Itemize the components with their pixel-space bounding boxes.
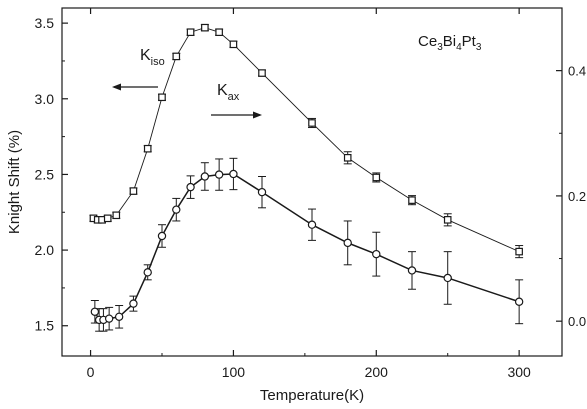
kiso-data-point [229,40,238,49]
y-tick-label: 1.5 [35,318,55,334]
kax-data-point [372,249,381,259]
kiso-data-point [112,211,121,220]
kax-data-point [514,297,524,306]
kax-data-point [200,172,210,181]
kax-data-point [407,266,417,275]
kiso-label: Kiso [140,47,165,68]
y-tick-label: 3.0 [35,91,55,107]
kax-data-point [143,268,152,277]
kiso-data-point [372,173,381,182]
y-tick-label: 3.5 [35,15,55,31]
kax-data-point [307,220,317,229]
x-tick-label: 200 [365,364,389,380]
kiso-data-point [201,23,209,32]
kax-data-point [129,299,138,308]
kax-data-point [229,169,238,179]
kiso-data-point [443,216,452,224]
kax-data-point [114,312,124,321]
kiso-data-point [308,119,316,127]
compound-pt: Pt [462,33,477,50]
kax-data-point [104,314,114,323]
y2-tick-label: 0.2 [568,189,586,204]
plot-frame [61,7,563,357]
kiso-data-point [258,69,266,77]
kax-subscript: ax [228,91,240,103]
kax-data-point [186,182,195,192]
kiso-data-point [186,28,195,37]
x-tick-label: 0 [87,364,95,380]
compound-bi: Bi [443,33,456,50]
x-axis-label: Temperature(K) [260,387,364,404]
compound-subscript-4: 4 [456,42,462,53]
kiso-data-point [129,187,138,195]
kax-data-point [172,205,181,214]
y-tick-label: 2.0 [35,242,55,258]
x-tick-label: 100 [222,364,246,380]
kax-data-point [157,231,167,241]
kax-arrow-head [253,111,262,119]
kiso-data-point [103,214,112,223]
y-tick-label: 2.5 [35,166,55,182]
kax-data-point [257,187,267,197]
kax-data-point [90,307,100,316]
kax-data-point [443,273,452,283]
kiso-data-point [515,247,523,256]
kax-data-point [214,170,224,179]
kiso-arrow-head [112,83,121,91]
compound-subscript-3a: 3 [437,42,443,53]
kiso-data-point [215,28,223,37]
y-axis-label: Knight Shift (%) [6,130,23,234]
x-tick-label: 300 [507,364,531,380]
y2-tick-label: 0.0 [568,314,586,329]
kiso-data-point [158,93,166,102]
kiso-data-point [343,153,352,162]
kax-data-point [343,238,352,248]
kiso-data-point [143,144,152,153]
y2-tick-label: 0.4 [568,64,586,79]
compound-subscript-3b: 3 [476,42,482,53]
kiso-subscript: iso [151,56,165,68]
compound-label: Ce3Bi4Pt3 [418,33,482,53]
kiso-data-point [408,196,416,204]
kiso-data-point [172,52,181,61]
